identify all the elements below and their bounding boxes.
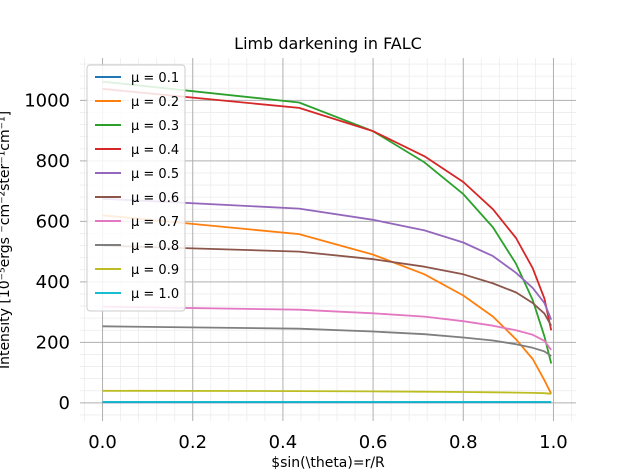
legend-label: μ = 0.8 — [131, 239, 179, 254]
legend-label: μ = 0.5 — [131, 167, 179, 182]
legend-label: μ = 0.2 — [131, 95, 179, 110]
x-tick-label: 0.2 — [178, 432, 207, 453]
legend-label: μ = 0.4 — [131, 143, 179, 158]
legend: μ = 0.1 μ = 0.2 μ = 0.3 μ = 0.4 μ = 0.5 μ = 0… — [86, 64, 186, 312]
series-line — [102, 197, 553, 321]
series-line — [102, 88, 553, 331]
series-line — [102, 80, 553, 364]
x-tick-label: 0.8 — [449, 432, 478, 453]
series-line — [102, 214, 553, 395]
legend-box — [86, 64, 186, 312]
x-axis-label: $sin(\theta)=r/R — [271, 455, 385, 471]
series-line — [102, 305, 552, 351]
data-lines — [102, 80, 553, 404]
legend-label: μ = 1.0 — [131, 287, 179, 302]
x-tick-label: 0.4 — [269, 432, 298, 453]
legend-label: μ = 0.1 — [131, 71, 179, 86]
y-tick-label: 1000 — [24, 90, 70, 111]
legend-label: μ = 0.3 — [131, 119, 179, 134]
x-tick-label: 0.0 — [88, 432, 117, 453]
chart-title: Limb darkening in FALC — [234, 34, 422, 53]
tick-labels: 0.0 0.2 0.4 0.6 0.8 1.0 0 200 400 600 800 1000 — [24, 90, 568, 453]
x-tick-label: 1.0 — [539, 432, 568, 453]
series-line — [102, 244, 552, 327]
series-line — [102, 325, 552, 357]
y-tick-label: 800 — [36, 151, 70, 172]
y-tick-label: 400 — [36, 272, 70, 293]
y-axis-label: Intensity [10⁻⁵ergs ⁻cm⁻²ster⁻¹cm⁻¹] — [0, 111, 13, 369]
legend-label: μ = 0.9 — [131, 263, 179, 278]
series-line — [102, 389, 552, 395]
y-tick-label: 0 — [59, 393, 70, 414]
legend-label: μ = 0.6 — [131, 191, 179, 206]
x-tick-label: 0.6 — [359, 432, 388, 453]
legend-label: μ = 0.7 — [131, 215, 179, 230]
y-tick-label: 200 — [36, 332, 70, 353]
y-tick-label: 600 — [36, 211, 70, 232]
